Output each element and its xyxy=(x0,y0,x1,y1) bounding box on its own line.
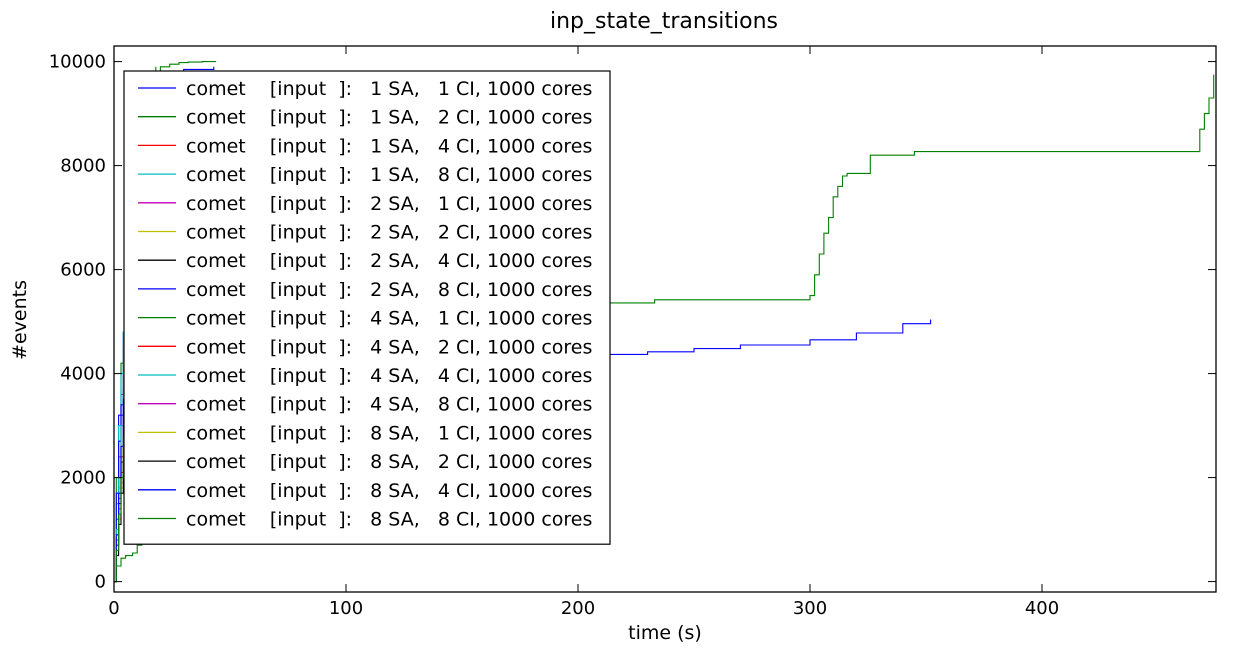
legend-box xyxy=(123,70,611,545)
legend-label: comet [input ]: 4 SA, 8 CI, 1000 cores xyxy=(186,394,592,416)
y-tick-label: 2000 xyxy=(60,468,106,489)
x-tick-label: 0 xyxy=(108,598,119,619)
legend-label: comet [input ]: 1 SA, 1 CI, 1000 cores xyxy=(186,78,592,100)
legend-label: comet [input ]: 8 SA, 1 CI, 1000 cores xyxy=(186,422,592,444)
legend-label: comet [input ]: 4 SA, 2 CI, 1000 cores xyxy=(186,336,592,358)
x-tick-label: 400 xyxy=(1025,598,1059,619)
y-tick-label: 0 xyxy=(95,572,106,593)
legend-label: comet [input ]: 2 SA, 4 CI, 1000 cores xyxy=(186,250,592,272)
x-tick-label: 300 xyxy=(793,598,827,619)
legend-label: comet [input ]: 8 SA, 8 CI, 1000 cores xyxy=(186,509,592,531)
chart-title: inp_state_transitions xyxy=(550,9,778,34)
legend-label: comet [input ]: 8 SA, 2 CI, 1000 cores xyxy=(186,451,592,473)
legend-label: comet [input ]: 1 SA, 4 CI, 1000 cores xyxy=(186,135,592,157)
y-tick-label: 10000 xyxy=(49,52,106,73)
legend-label: comet [input ]: 4 SA, 4 CI, 1000 cores xyxy=(186,365,592,387)
legend-label: comet [input ]: 2 SA, 8 CI, 1000 cores xyxy=(186,279,592,301)
x-axis-label: time (s) xyxy=(628,622,702,644)
x-tick-label: 200 xyxy=(561,598,595,619)
legend-label: comet [input ]: 1 SA, 8 CI, 1000 cores xyxy=(186,164,592,186)
legend-label: comet [input ]: 1 SA, 2 CI, 1000 cores xyxy=(186,107,592,129)
legend: comet [input ]: 1 SA, 1 CI, 1000 cores co… xyxy=(123,70,611,545)
y-axis-label: #events xyxy=(9,280,31,360)
y-tick-label: 8000 xyxy=(60,156,106,177)
plot-frame xyxy=(113,45,1217,593)
legend-label: comet [input ]: 8 SA, 4 CI, 1000 cores xyxy=(186,480,592,502)
y-tick-label: 6000 xyxy=(60,260,106,281)
legend-label: comet [input ]: 2 SA, 1 CI, 1000 cores xyxy=(186,193,592,215)
y-tick-label: 4000 xyxy=(60,364,106,385)
legend-label: comet [input ]: 4 SA, 1 CI, 1000 cores xyxy=(186,308,592,330)
legend-label: comet [input ]: 2 SA, 2 CI, 1000 cores xyxy=(186,222,592,244)
x-tick-label: 100 xyxy=(329,598,363,619)
